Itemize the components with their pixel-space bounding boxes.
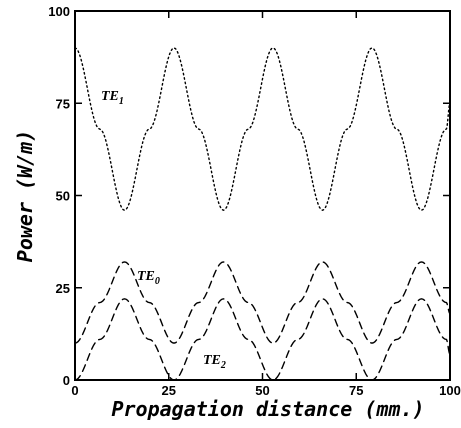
y-axis-title: Power (W/m) (13, 130, 37, 262)
label-te1-main: TE (101, 89, 119, 104)
label-te1-sub: 1 (119, 96, 124, 107)
y-tick-label: 0 (63, 373, 70, 388)
x-tick-label: 75 (349, 383, 363, 398)
label-te1: TE1 (101, 89, 124, 107)
label-te0: TE0 (137, 269, 160, 287)
y-tick-label: 25 (56, 281, 70, 296)
label-te2-main: TE (203, 353, 221, 368)
y-tick-label: 75 (56, 96, 70, 111)
series-te0-line (74, 261, 451, 344)
x-tick-label: 25 (162, 383, 176, 398)
x-tick-label: 0 (71, 383, 78, 398)
x-axis-title: Propagation distance (mm.) (111, 397, 424, 421)
y-tick-label: 100 (48, 4, 70, 19)
label-te0-main: TE (137, 269, 155, 284)
y-tick-label: 50 (56, 189, 70, 204)
label-te2-sub: 2 (220, 360, 226, 371)
label-te2: TE2 (203, 353, 226, 371)
x-tick-label: 100 (439, 383, 461, 398)
x-tick-label: 50 (255, 383, 269, 398)
axis-ticks: 0 25 50 75 100 0 25 50 75 100 (48, 4, 461, 398)
label-te0-sub: 0 (155, 276, 160, 287)
series-te2-line (74, 298, 451, 381)
series-te1-line (74, 47, 451, 212)
curves (74, 47, 451, 381)
